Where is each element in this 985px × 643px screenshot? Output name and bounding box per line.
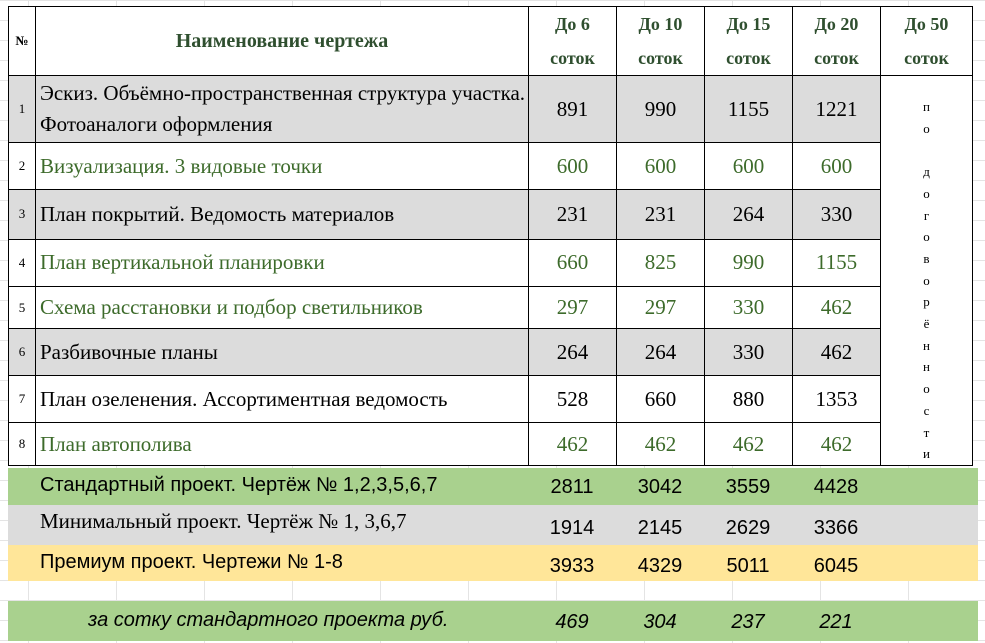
summary-value: 1914: [549, 517, 595, 539]
summary-minimal: Минимальный проект. Чертёж № 1, 3,6,7 19…: [8, 505, 978, 545]
row-value: 330: [792, 189, 881, 240]
row-value: 660: [528, 238, 617, 287]
header-col-20: До 20 соток: [792, 6, 881, 76]
row-value: 462: [792, 328, 881, 377]
row-name: Эскиз. Объёмно-пространственная структур…: [35, 74, 529, 144]
row-value: 264: [704, 189, 793, 240]
table-row: 4 План вертикальной планировки 660 825 9…: [8, 238, 973, 287]
row-name: Разбивочные планы: [35, 328, 529, 377]
summary-value: 304: [643, 611, 677, 633]
row-value: 528: [528, 375, 617, 424]
summary-value: 6045: [813, 555, 859, 577]
summary-label: Стандартный проект. Чертёж № 1,2,3,5,6,7: [40, 474, 438, 496]
row-name: План автополива: [35, 422, 529, 466]
row-value: 231: [528, 189, 617, 240]
header-title: Наименование чертежа: [35, 6, 529, 76]
row-value: 264: [616, 328, 705, 377]
summary-per-sotka: за сотку стандартного проекта руб. 469 3…: [8, 601, 978, 641]
header-col-10: До 10 соток: [616, 6, 705, 76]
header-col-15: До 15 соток: [704, 6, 793, 76]
row-value: 600: [528, 142, 617, 191]
row-value: 462: [792, 422, 881, 466]
row-value: 1353: [792, 375, 881, 424]
row-name: План покрытий. Ведомость материалов: [35, 189, 529, 240]
summary-value: 2811: [550, 476, 594, 498]
row-name: Схема расстановки и подбор светильников: [35, 285, 529, 330]
header-no: №: [8, 6, 36, 76]
row-value: 330: [704, 285, 793, 330]
row-value: 1155: [792, 238, 881, 287]
row-value: 462: [616, 422, 705, 466]
row-value: 330: [704, 328, 793, 377]
row-value: 891: [528, 74, 617, 144]
row-value: 660: [616, 375, 705, 424]
row-value: 1155: [704, 74, 793, 144]
summary-value: 3366: [813, 517, 859, 539]
row-value: 600: [704, 142, 793, 191]
summary-value: 221: [819, 611, 853, 633]
table-row: 3 План покрытий. Ведомость материалов 23…: [8, 189, 973, 240]
row-number: 7: [8, 375, 36, 424]
row-name: Визуализация. 3 видовые точки: [35, 142, 529, 191]
row-number: 8: [8, 422, 36, 466]
row-value: 462: [704, 422, 793, 466]
table-row: 2 Визуализация. 3 видовые точки 600 600 …: [8, 142, 973, 191]
summary-value: 2145: [637, 517, 683, 539]
row-value: 600: [616, 142, 705, 191]
header-col-50: До 50 соток: [880, 6, 973, 76]
row-value: 990: [616, 74, 705, 144]
row-number: 2: [8, 142, 36, 191]
row-number: 3: [8, 189, 36, 240]
header-row: № Наименование чертежа До 6 соток До 10 со…: [8, 6, 973, 76]
summary-value: 469: [555, 611, 589, 633]
row-value: 880: [704, 375, 793, 424]
summary-premium: Премиум проект. Чертежи № 1-8 3933 4329 …: [8, 545, 978, 581]
row-value: 297: [528, 285, 617, 330]
row-value: 990: [704, 238, 793, 287]
row-number: 4: [8, 238, 36, 287]
summary-label: Минимальный проект. Чертёж № 1, 3,6,7: [40, 509, 407, 533]
summary-value: 4428: [813, 476, 859, 498]
summary-value: 3559: [725, 476, 771, 498]
summary-value: 3042: [637, 476, 683, 498]
summary-value: 4329: [637, 555, 683, 577]
row-name: План озеленения. Ассортиментная ведомост…: [35, 375, 529, 424]
row-value: 462: [792, 285, 881, 330]
row-name: План вертикальной планировки: [35, 238, 529, 287]
row-number: 5: [8, 285, 36, 330]
header-col-6: До 6 соток: [528, 6, 617, 76]
summary-label: за сотку стандартного проекта руб.: [88, 609, 449, 631]
price-table: № Наименование чертежа До 6 соток До 10 со…: [8, 6, 973, 466]
row-value: 297: [616, 285, 705, 330]
row-value: 264: [528, 328, 617, 377]
table-row: 7 План озеленения. Ассортиментная ведомо…: [8, 375, 973, 424]
row-value: 231: [616, 189, 705, 240]
row-value: 462: [528, 422, 617, 466]
summary-value: 5011: [726, 555, 770, 577]
table-row: 8 План автополива 462 462 462 462: [8, 422, 973, 466]
table-row: 5 Схема расстановки и подбор светильнико…: [8, 285, 973, 330]
row-number: 1: [8, 74, 36, 144]
table-row: 1 Эскиз. Объёмно-пространственная структ…: [8, 74, 973, 466]
row-value: 1221: [792, 74, 881, 144]
summary-label: Премиум проект. Чертежи № 1-8: [40, 551, 343, 573]
row-value: 825: [616, 238, 705, 287]
summary-value: 2629: [725, 517, 771, 539]
table-row: 6 Разбивочные планы 264 264 330 462: [8, 328, 973, 377]
summary-value: 3933: [549, 555, 595, 577]
row-value: 600: [792, 142, 881, 191]
summary-value: 237: [731, 611, 765, 633]
summary-standard: Стандартный проект. Чертёж № 1,2,3,5,6,7…: [8, 468, 978, 505]
row-number: 6: [8, 328, 36, 377]
